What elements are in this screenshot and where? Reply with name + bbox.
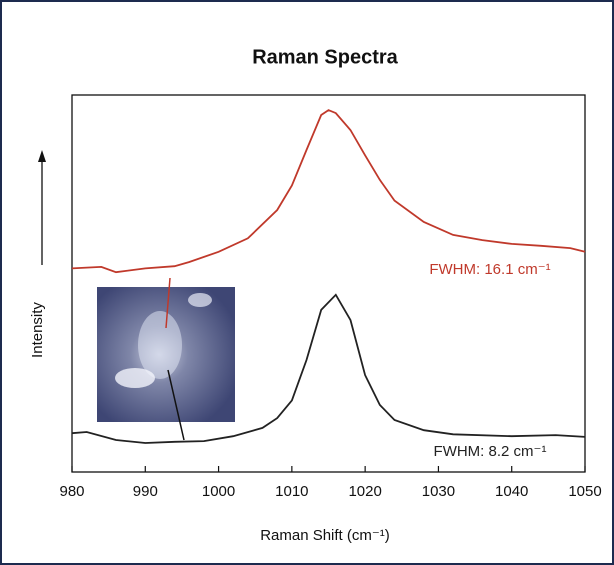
x-tick-label: 1030 (422, 483, 455, 500)
inset-photo (97, 287, 235, 422)
x-tick-label: 980 (59, 483, 84, 500)
crystal (138, 311, 182, 379)
x-tick-label: 1000 (202, 483, 235, 500)
x-tick-label: 1020 (348, 483, 381, 500)
pointer-line (167, 369, 185, 441)
x-tick-label: 1040 (495, 483, 528, 500)
y-axis-label: Intensity (29, 302, 46, 358)
pointer-line (165, 277, 171, 329)
crystal-highlight (115, 368, 155, 388)
x-tick-label: 1010 (275, 483, 308, 500)
crystal-highlight (188, 293, 212, 307)
x-axis-label: Raman Shift (cm⁻¹) (260, 527, 390, 544)
x-tick-label: 1050 (568, 483, 601, 500)
y-arrow-head (38, 150, 46, 162)
spectrum-line (71, 109, 586, 274)
annotation: FWHM: 8.2 cm⁻¹ (434, 443, 547, 460)
chart-title: Raman Spectra (252, 46, 398, 68)
x-tick-label: 990 (133, 483, 158, 500)
annotation: FWHM: 16.1 cm⁻¹ (429, 261, 550, 278)
spectrum-line (71, 293, 586, 444)
plot-frame (71, 94, 586, 473)
